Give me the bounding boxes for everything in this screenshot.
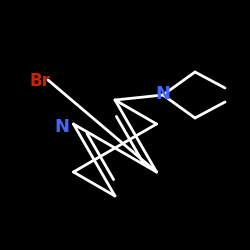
Text: N: N <box>54 118 69 136</box>
Text: N: N <box>156 85 170 103</box>
Text: Br: Br <box>30 72 50 90</box>
